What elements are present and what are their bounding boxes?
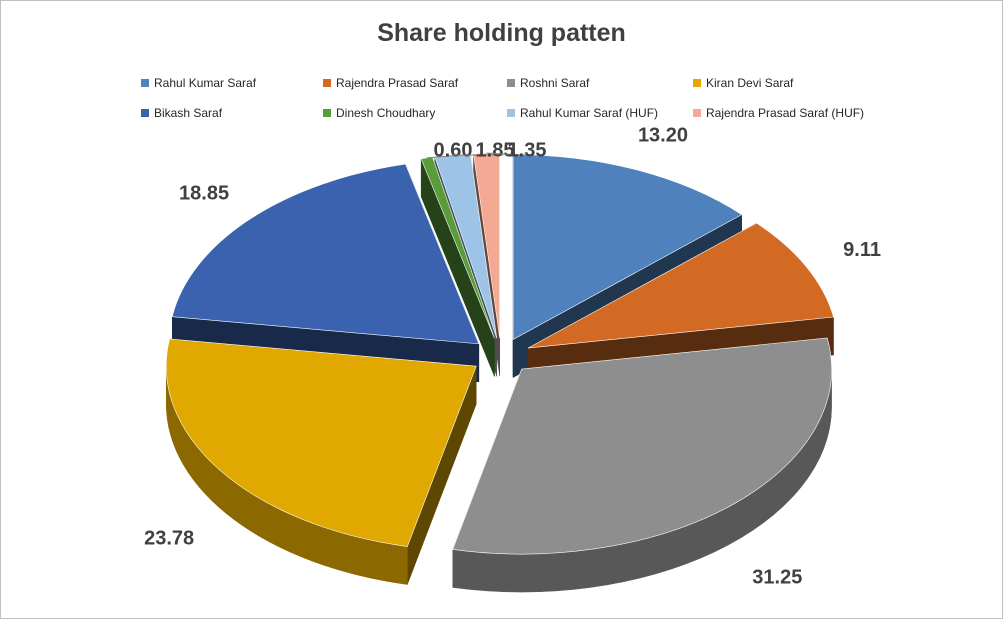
data-label: 23.78 [144, 528, 194, 550]
legend-item: Rahul Kumar Saraf [141, 76, 256, 90]
pie-slice [165, 338, 477, 547]
legend-label: Rajendra Prasad Saraf (HUF) [706, 106, 865, 120]
legend-item: Roshni Saraf [507, 76, 589, 90]
data-label: 9.11 [843, 239, 881, 261]
data-label: 31.25 [752, 567, 802, 589]
legend-swatch [141, 79, 149, 87]
legend-item: Rajendra Prasad Saraf (HUF) [693, 106, 864, 120]
leader-line [486, 152, 526, 156]
data-label: 13.20 [638, 125, 688, 147]
legend-swatch [693, 109, 701, 117]
legend-label: Bikash Saraf [154, 106, 223, 120]
data-label: 1.85 [476, 139, 515, 161]
legend-swatch [323, 79, 331, 87]
data-label: 1.35 [508, 139, 547, 161]
legend-label: Kiran Devi Saraf [706, 76, 794, 90]
legend-label: Rahul Kumar Saraf (HUF) [520, 106, 659, 120]
data-label: 18.85 [179, 182, 229, 204]
legend-label: Rahul Kumar Saraf [154, 76, 257, 90]
chart-title: Share holding patten [377, 19, 626, 47]
pie-slice [171, 163, 480, 345]
legend-swatch [507, 79, 515, 87]
pie-slice [452, 337, 832, 555]
legend-item: Dinesh Choudhary [323, 106, 435, 120]
pie-slice [527, 222, 834, 349]
legend-item: Kiran Devi Saraf [693, 76, 793, 90]
legend-item: Rahul Kumar Saraf (HUF) [507, 106, 658, 120]
legend-label: Dinesh Choudhary [336, 106, 436, 120]
legend-item: Rajendra Prasad Saraf [323, 76, 458, 90]
legend-swatch [323, 109, 331, 117]
legend-item: Bikash Saraf [141, 106, 222, 120]
legend-label: Rajendra Prasad Saraf [336, 76, 459, 90]
data-label: 0.60 [434, 139, 473, 161]
legend-swatch [507, 109, 515, 117]
pie-slice [512, 154, 743, 341]
legend-swatch [693, 79, 701, 87]
legend-label: Roshni Saraf [520, 76, 590, 90]
legend-swatch [141, 109, 149, 117]
